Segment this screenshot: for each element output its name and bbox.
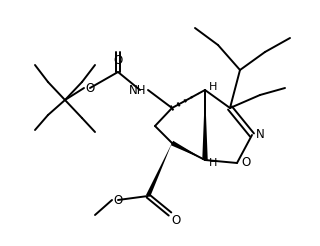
Text: H: H [209, 82, 217, 92]
Text: H: H [209, 158, 217, 168]
Polygon shape [146, 143, 172, 197]
Text: N: N [256, 128, 265, 141]
Text: O: O [113, 194, 123, 206]
Polygon shape [171, 141, 205, 160]
Text: O: O [113, 53, 123, 66]
Text: O: O [241, 156, 250, 169]
Text: O: O [172, 214, 180, 227]
Polygon shape [202, 90, 208, 160]
Text: O: O [85, 81, 95, 94]
Text: NH: NH [129, 83, 146, 96]
